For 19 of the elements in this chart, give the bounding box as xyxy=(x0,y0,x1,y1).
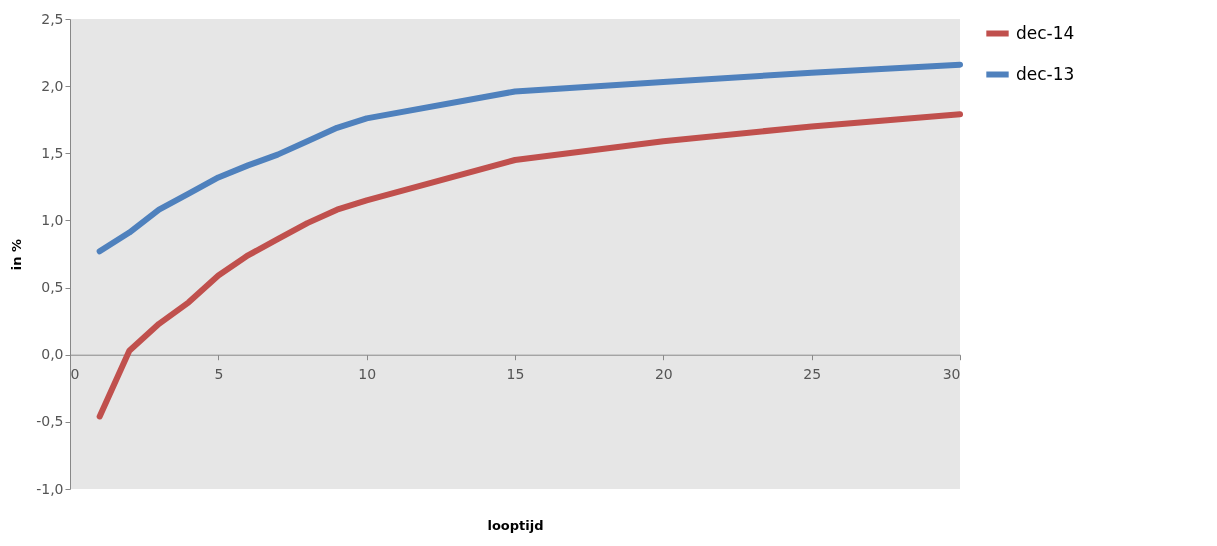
y-tick-label: 1,0 xyxy=(41,211,64,228)
x-tick-label: 25 xyxy=(803,366,822,383)
y-tick-label: 2,5 xyxy=(41,10,64,27)
x-tick-label: 0 xyxy=(70,366,80,383)
x-tick-label: 5 xyxy=(214,366,224,383)
x-tick-label: 15 xyxy=(506,366,525,383)
y-tick-label: 1,5 xyxy=(41,144,64,161)
y-axis-title: in % xyxy=(9,238,25,271)
y-tick-label: -0,5 xyxy=(36,413,64,430)
legend-label: dec-14 xyxy=(1016,22,1075,43)
x-tick-label: 30 xyxy=(942,366,961,383)
y-tick-label: 2,0 xyxy=(41,77,64,94)
y-tick-label: 0,0 xyxy=(41,346,64,363)
x-tick-label: 10 xyxy=(358,366,377,383)
y-tick-label: 0,5 xyxy=(41,279,64,296)
y-tick-label: -1,0 xyxy=(36,480,64,497)
legend-label: dec-13 xyxy=(1016,63,1075,84)
x-axis-title: looptijd xyxy=(487,517,544,533)
x-tick-label: 20 xyxy=(654,366,673,383)
